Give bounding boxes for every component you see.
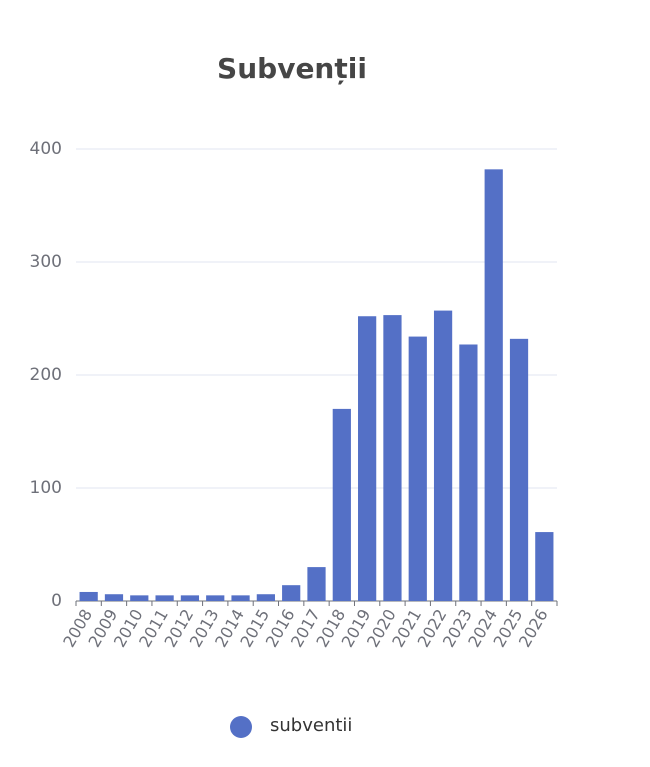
bar bbox=[79, 591, 98, 601]
bar bbox=[484, 169, 503, 601]
bar bbox=[180, 595, 200, 601]
y-tick-label: 400 bbox=[30, 139, 62, 159]
bar bbox=[155, 595, 174, 601]
chart-title: Subvenții bbox=[217, 52, 367, 85]
bar bbox=[535, 532, 554, 601]
y-tick-label: 200 bbox=[30, 365, 62, 385]
bar bbox=[383, 315, 402, 601]
bar bbox=[358, 316, 377, 601]
legend-marker bbox=[230, 716, 252, 738]
bar bbox=[256, 594, 275, 601]
y-tick-label: 100 bbox=[30, 478, 62, 498]
bar bbox=[509, 338, 529, 601]
bar bbox=[231, 595, 250, 601]
bar bbox=[408, 336, 427, 601]
bar bbox=[104, 594, 124, 601]
legend-label: subventii bbox=[270, 715, 352, 736]
bar bbox=[206, 595, 225, 601]
bar bbox=[282, 585, 301, 601]
bar bbox=[459, 344, 478, 601]
y-tick-label: 0 bbox=[51, 591, 62, 611]
bar bbox=[433, 310, 453, 601]
y-tick-label: 300 bbox=[30, 252, 62, 272]
bar bbox=[307, 567, 326, 601]
bar bbox=[332, 408, 351, 601]
bar bbox=[130, 595, 149, 601]
